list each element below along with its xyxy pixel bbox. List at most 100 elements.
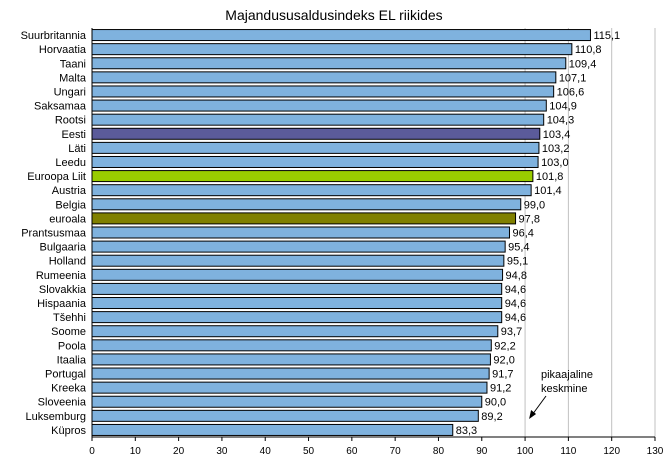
category-label: Ungari [54,86,86,98]
x-tick-label: 100 [517,446,534,457]
bar [91,297,503,310]
bar [91,268,504,281]
category-labels: Suurbritannia Horvaatia Taani Malta Ungari Sa… [21,30,87,437]
value-label: 90,0 [485,397,506,409]
x-tick-label: 0 [89,446,95,457]
value-label: 93,7 [501,326,522,338]
bar [91,198,522,211]
value-label: 95,4 [508,242,529,254]
annotation-line-2: keskmine [541,383,587,395]
bar [91,127,541,140]
bar [91,141,540,154]
category-label: Küpros [51,425,86,437]
bar [91,212,517,225]
value-label: 103,0 [541,157,569,169]
chart-title: Majandususaldusindeks EL riikides [225,7,442,23]
category-label: Hispaania [37,298,87,310]
bar [91,423,454,436]
value-label: 94,8 [506,270,527,282]
x-tick-label: 40 [260,446,272,457]
category-label: Poola [58,340,87,352]
x-axis: 0 10 20 30 40 50 60 70 80 90 100 110 120 130 [89,28,664,457]
bar [91,43,573,56]
category-label: Luksemburg [25,411,86,423]
bar [91,155,539,168]
x-tick-label: 20 [173,446,185,457]
value-label: 94,6 [505,284,526,296]
x-tick-label: 120 [603,446,620,457]
value-label: 104,9 [549,101,577,113]
value-label: 89,2 [481,411,502,423]
value-label: 107,1 [559,72,587,84]
category-label: Leedu [55,157,86,169]
category-label: Rumeenia [36,270,87,282]
bar [91,29,591,42]
value-label: 96,4 [512,228,533,240]
bar [91,184,532,197]
category-label: Suurbritannia [21,30,87,42]
value-label: 103,4 [543,129,571,141]
bar [91,353,491,366]
category-label: Kreeka [51,383,87,395]
value-label: 109,4 [569,58,597,70]
annotation: pikaajaline keskmine [529,369,593,419]
category-label: euroala [49,213,87,225]
bar [91,339,492,352]
value-label: 103,2 [542,143,570,155]
annotation-arrow [531,395,547,416]
category-label: Soome [51,326,86,338]
value-label: 97,8 [519,213,540,225]
category-label: Prantsusmaa [21,228,87,240]
category-label: Sloveenia [38,397,87,409]
gridlines [524,28,656,437]
value-label: 104,3 [547,115,575,127]
category-label: Bulgaaria [40,242,87,254]
bar [91,99,547,112]
bar [91,311,503,324]
x-tick-label: 70 [390,446,402,457]
value-label: 106,6 [557,86,585,98]
bar [91,367,490,380]
value-label: 94,6 [505,312,526,324]
bar [91,395,483,408]
category-label: Slovakkia [39,284,87,296]
value-label: 91,7 [492,369,513,381]
annotation-line-1: pikaajaline [541,369,593,381]
value-labels: 115,1 110,8 109,4 107,1 106,6 104,9 104,3 103,4… [456,30,620,437]
category-label: Itaalia [57,354,87,366]
value-label: 94,6 [505,298,526,310]
category-label: Austria [52,185,87,197]
category-label: Taani [60,58,86,70]
value-label: 101,4 [534,185,562,197]
bar [91,240,506,253]
bar [91,57,567,70]
x-tick-label: 130 [647,446,664,457]
category-label: Eesti [62,129,86,141]
value-label: 115,1 [593,30,620,42]
bar [91,71,557,84]
category-label: Saksamaa [34,101,87,113]
x-tick-label: 10 [130,446,142,457]
category-label: Belgia [55,199,86,211]
bar [91,381,488,394]
bar [91,170,534,183]
category-label: Euroopa Liit [27,171,86,183]
value-label: 91,2 [490,383,511,395]
annotation-arrowhead [529,410,537,419]
x-tick-label: 30 [216,446,228,457]
x-tick-label: 110 [560,446,576,457]
x-tick-label: 90 [476,446,488,457]
category-label: Portugal [45,369,86,381]
x-tick-label: 80 [433,446,445,457]
bar [91,282,503,295]
bar [91,226,510,239]
value-label: 110,8 [575,44,602,56]
value-label: 99,0 [524,199,545,211]
value-label: 101,8 [536,171,564,183]
value-label: 83,3 [456,425,477,437]
category-label: Rootsi [55,115,86,127]
category-label: Tšehhi [53,312,86,324]
value-label: 92,0 [493,354,514,366]
bar [91,113,545,126]
